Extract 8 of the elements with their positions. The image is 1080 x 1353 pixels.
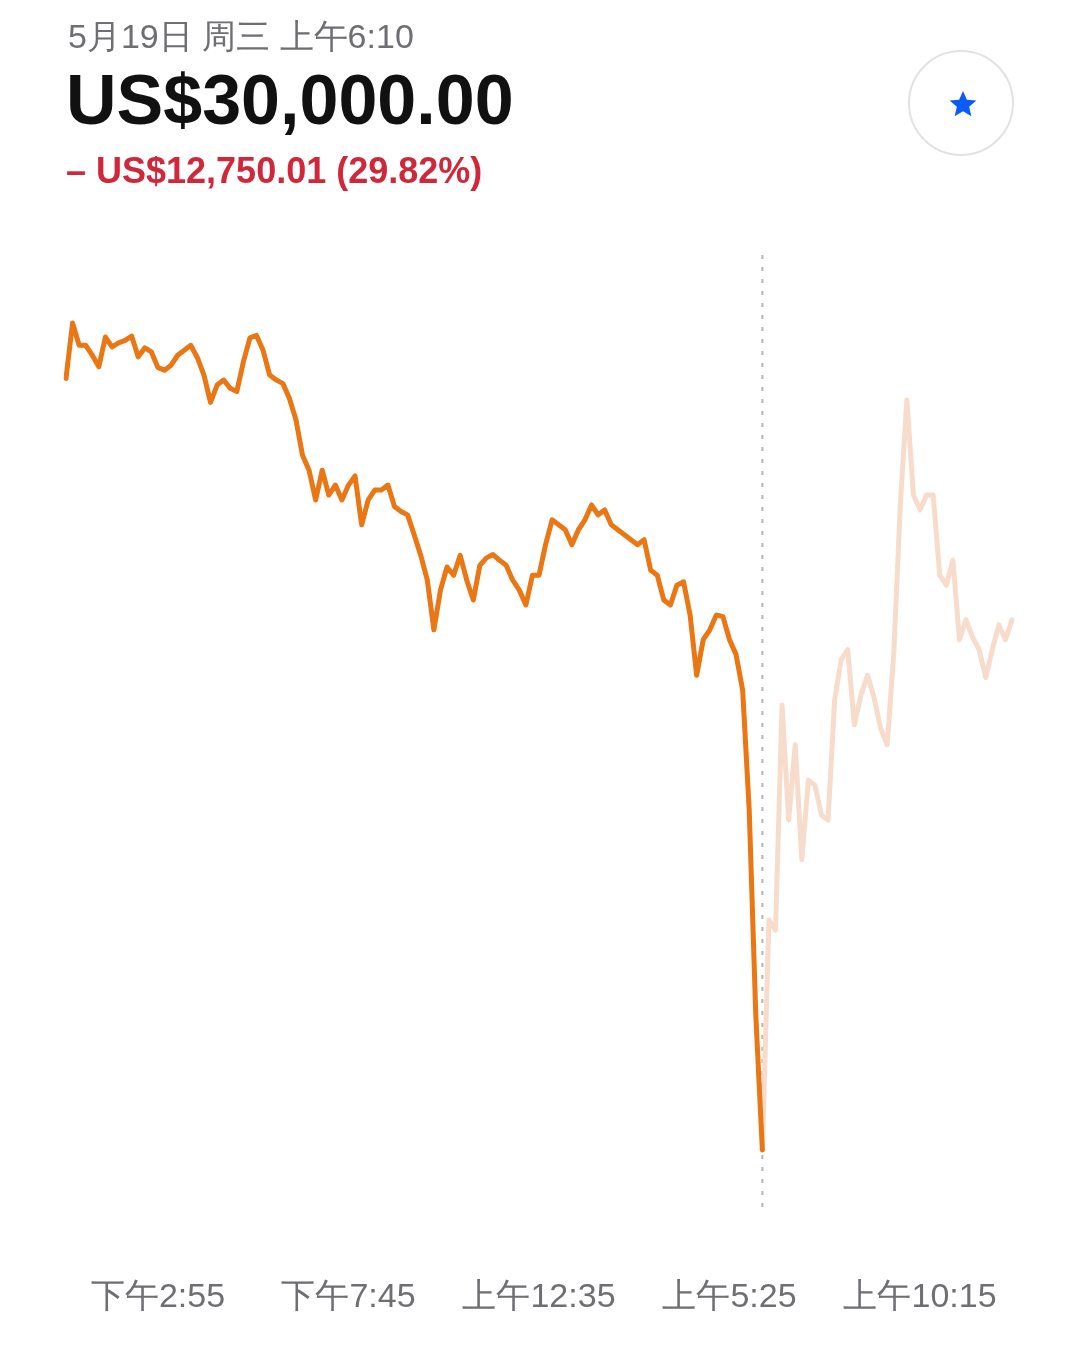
x-tick-label: 下午2:55 — [90, 1275, 226, 1314]
x-tick-label: 下午7:45 — [281, 1275, 416, 1314]
x-tick-label: 上午12:35 — [462, 1275, 616, 1314]
x-tick-label: 上午5:25 — [662, 1275, 797, 1314]
text: – US$12,750.01 (29.82%) — [66, 150, 483, 192]
chart-subtitle: 5月19日 周三 上午6:10 — [68, 16, 414, 57]
x-tick-label: 上午10:15 — [843, 1275, 997, 1314]
chart-title: US$30,000.00 — [66, 60, 514, 140]
